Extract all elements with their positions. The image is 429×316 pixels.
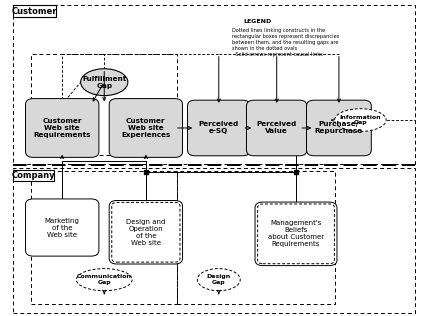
Bar <box>31 171 177 304</box>
Text: Marketing
of the
Web site: Marketing of the Web site <box>45 217 80 238</box>
Ellipse shape <box>197 269 240 291</box>
Text: Communication
Gap: Communication Gap <box>77 274 132 285</box>
Bar <box>13 168 415 313</box>
Bar <box>13 5 415 164</box>
FancyBboxPatch shape <box>255 202 337 265</box>
Bar <box>31 54 177 155</box>
Text: Customer
Web site
Requirements: Customer Web site Requirements <box>33 118 91 138</box>
Text: Dotted lines linking constructs in the
rectangular boxes represent discrepancies: Dotted lines linking constructs in the r… <box>232 28 339 57</box>
Ellipse shape <box>335 109 386 131</box>
Text: Perceived
e-SQ: Perceived e-SQ <box>199 121 239 135</box>
FancyBboxPatch shape <box>246 100 307 156</box>
FancyBboxPatch shape <box>13 5 56 17</box>
Text: Fulfillment
Gap: Fulfillment Gap <box>82 76 127 89</box>
Bar <box>177 171 335 304</box>
Text: Company: Company <box>12 171 55 180</box>
Text: Perceived
Value: Perceived Value <box>257 121 297 135</box>
Text: Customer: Customer <box>12 7 57 15</box>
Text: Information
Gap: Information Gap <box>339 115 381 125</box>
Text: Management's
Beliefs
about Customer
Requirements: Management's Beliefs about Customer Requ… <box>268 220 324 247</box>
FancyBboxPatch shape <box>187 100 250 156</box>
Ellipse shape <box>81 69 128 95</box>
FancyBboxPatch shape <box>25 199 99 256</box>
FancyBboxPatch shape <box>109 99 183 157</box>
FancyBboxPatch shape <box>25 99 99 157</box>
Text: LEGEND: LEGEND <box>243 19 272 24</box>
Text: Design
Gap: Design Gap <box>207 274 231 285</box>
Text: Design and
Operation
of the
Web site: Design and Operation of the Web site <box>126 219 166 246</box>
FancyBboxPatch shape <box>306 100 372 156</box>
Text: Customer
Web site
Experiences: Customer Web site Experiences <box>121 118 171 138</box>
FancyBboxPatch shape <box>13 170 54 181</box>
Ellipse shape <box>76 269 132 291</box>
FancyBboxPatch shape <box>109 200 183 264</box>
Text: Purchase/
Repurchase: Purchase/ Repurchase <box>315 121 363 135</box>
